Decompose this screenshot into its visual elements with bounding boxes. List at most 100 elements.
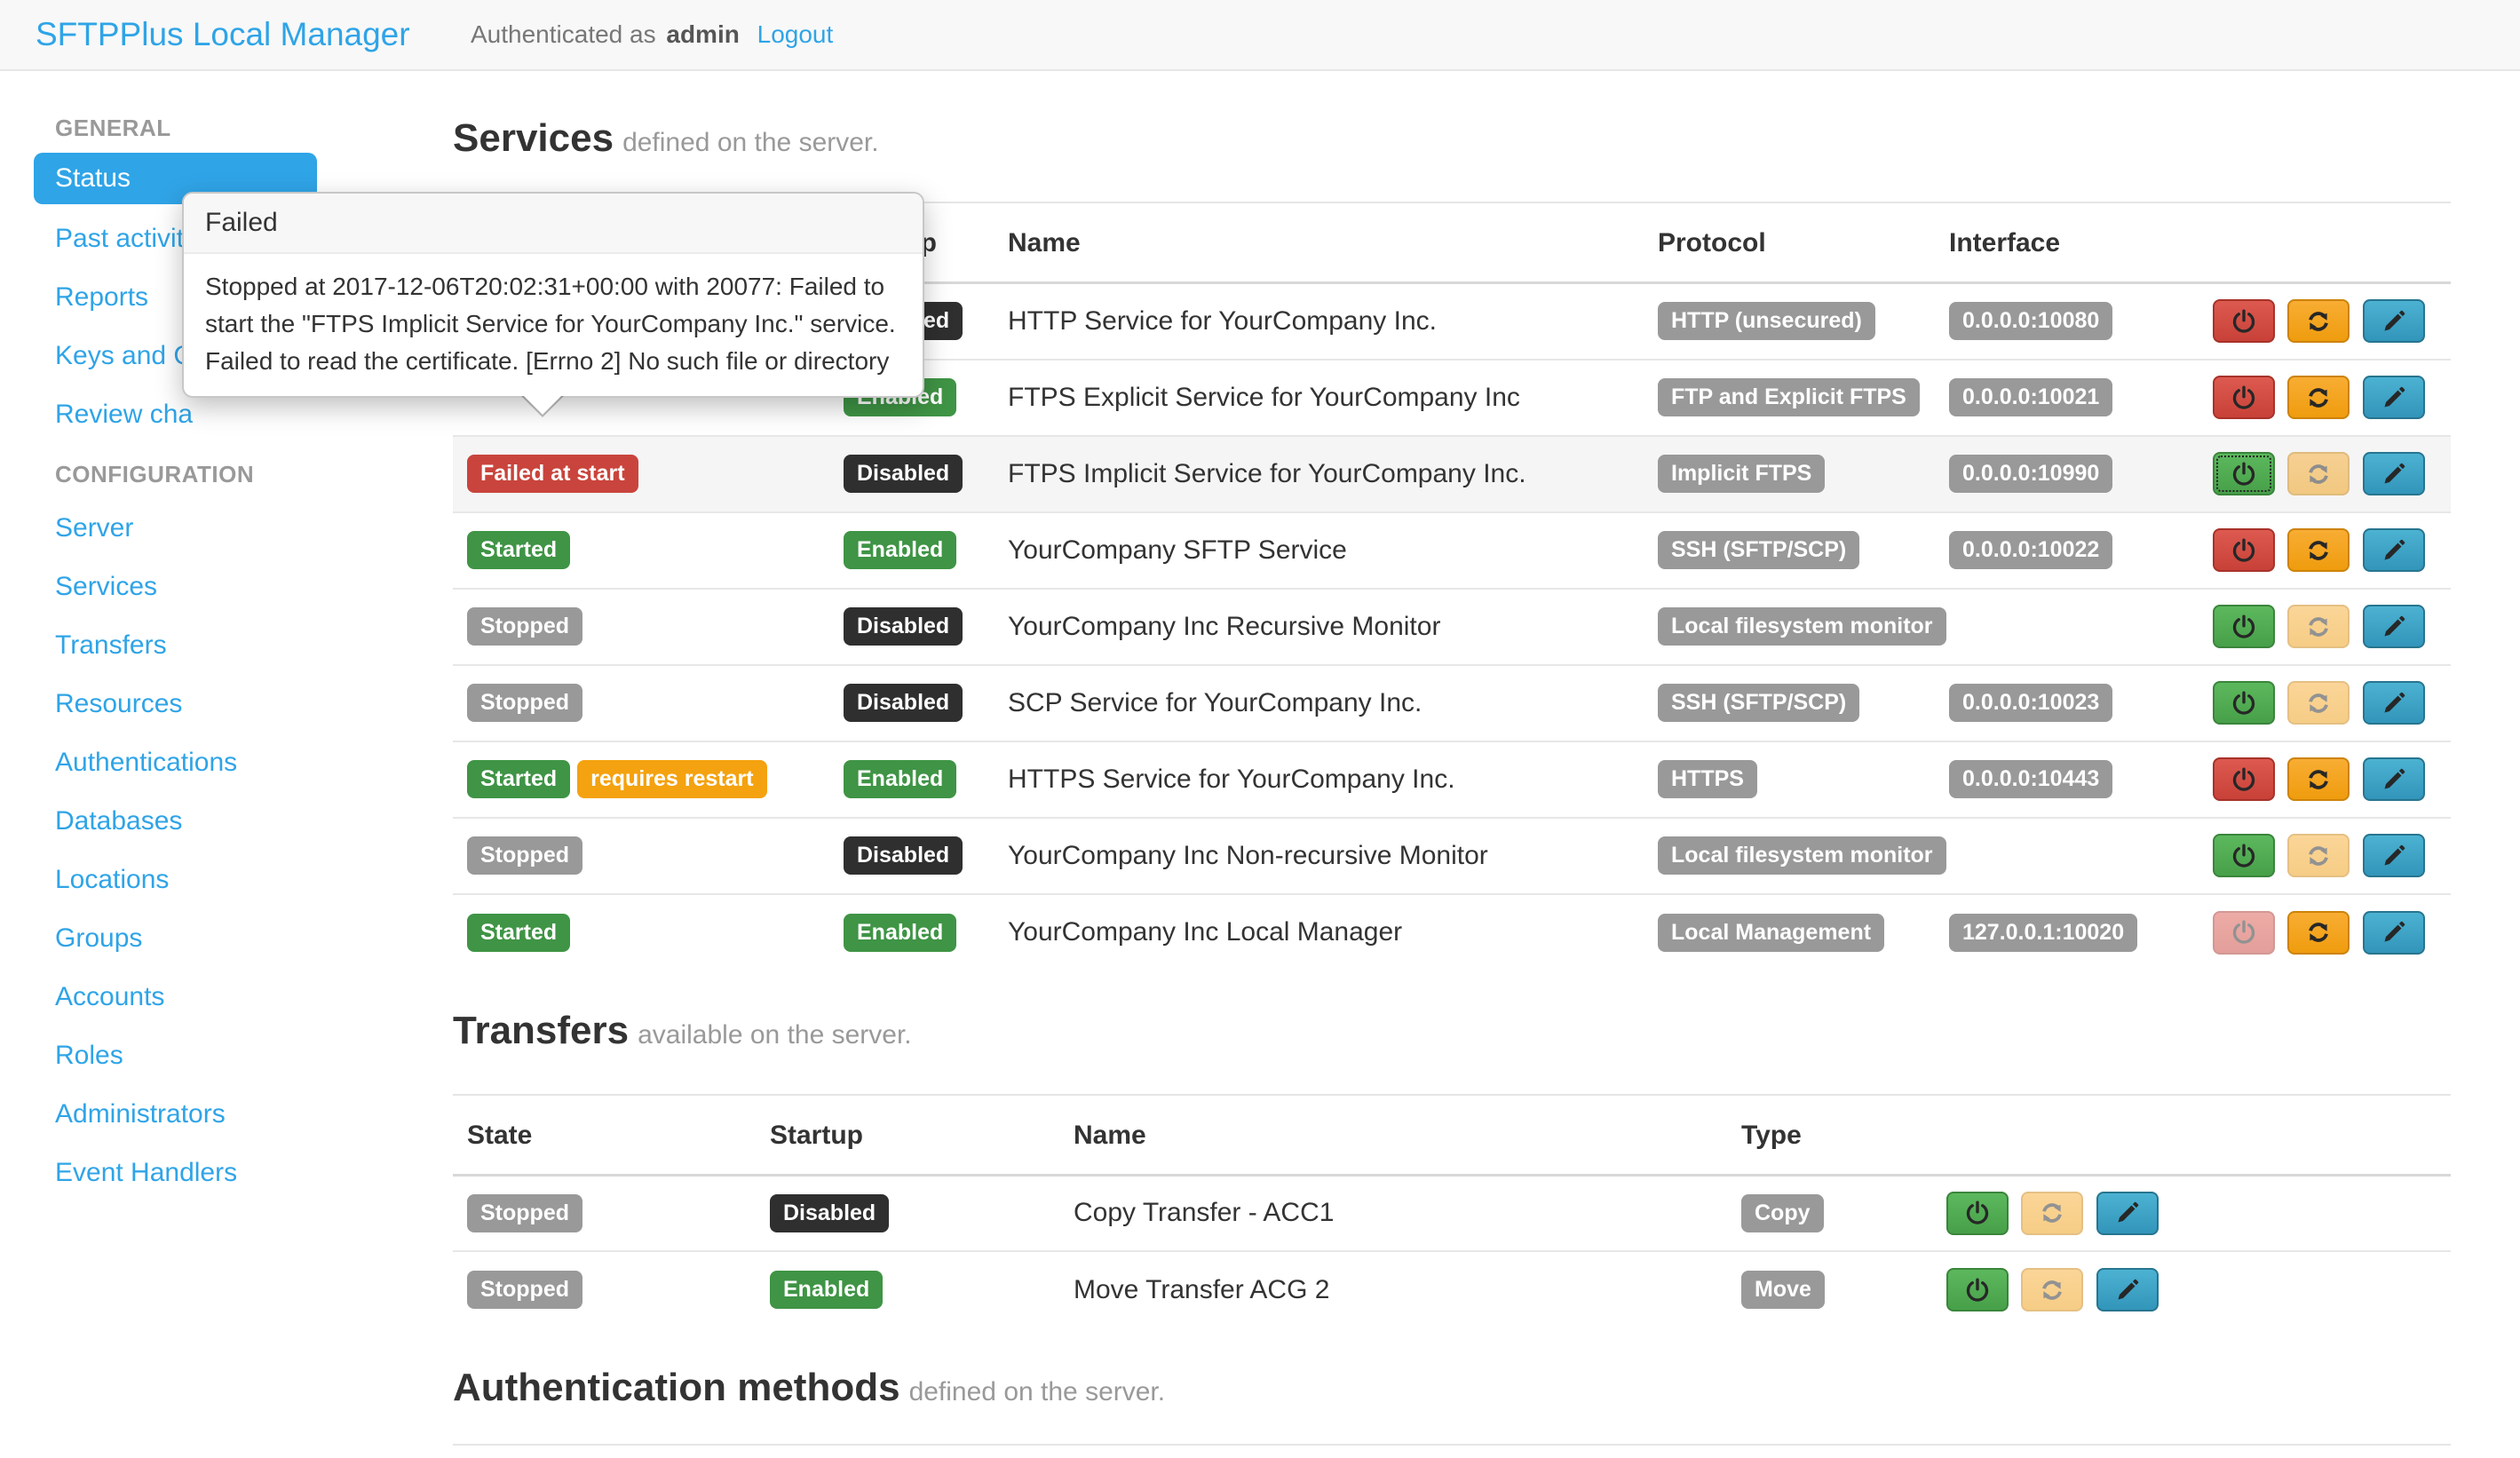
state-badge: Failed at start <box>467 455 638 493</box>
logout-link[interactable]: Logout <box>757 20 834 48</box>
pencil-icon <box>2384 615 2405 636</box>
divider <box>453 202 2451 203</box>
power-button[interactable] <box>1946 1191 2009 1235</box>
power-button[interactable] <box>2213 910 2275 955</box>
power-button[interactable] <box>2213 376 2275 419</box>
state-extra-badge: requires restart <box>577 760 767 798</box>
restart-button[interactable] <box>2287 376 2350 419</box>
edit-button[interactable] <box>2362 834 2425 877</box>
service-row: Stopped Disabled YourCompany Inc Non-rec… <box>453 816 2451 894</box>
restart-button[interactable] <box>2287 452 2350 495</box>
power-button[interactable] <box>2213 605 2275 648</box>
refresh-icon <box>2309 923 2329 942</box>
protocol-badge: Implicit FTPS <box>1658 455 1826 493</box>
sidebar-item[interactable]: Roles <box>55 1041 123 1070</box>
transfer-row: Stopped Disabled Copy Transfer - ACC1 Co… <box>453 1174 2451 1251</box>
restart-button[interactable] <box>2287 528 2350 572</box>
restart-button[interactable] <box>2287 605 2350 648</box>
protocol-badge: SSH (SFTP/SCP) <box>1658 684 1860 722</box>
power-button[interactable] <box>1946 1268 2009 1311</box>
power-button[interactable] <box>2213 452 2275 495</box>
popover-body: Stopped at 2017-12-06T20:02:31+00:00 wit… <box>205 273 896 375</box>
type-badge: Move <box>1741 1271 1825 1309</box>
sidebar-item[interactable]: Administrators <box>55 1099 226 1129</box>
startup-badge: Enabled <box>844 913 957 952</box>
startup-badge: Disabled <box>844 607 963 646</box>
refresh-icon <box>2042 1280 2063 1300</box>
startup-badge: Disabled <box>770 1193 890 1232</box>
sidebar-item[interactable]: Accounts <box>55 982 165 1011</box>
pencil-icon <box>2384 692 2405 712</box>
edit-button[interactable] <box>2362 528 2425 572</box>
refresh-icon <box>2309 387 2329 408</box>
refresh-icon <box>2309 540 2329 560</box>
edit-button[interactable] <box>2362 452 2425 495</box>
popover-arrow <box>521 395 564 417</box>
edit-button[interactable] <box>2096 1268 2159 1311</box>
power-button[interactable] <box>2213 299 2275 344</box>
service-name: YourCompany Inc Local Manager <box>1008 892 1658 971</box>
sidebar-item[interactable]: Reports <box>55 282 149 312</box>
sidebar-item[interactable]: Authentications <box>55 748 238 777</box>
startup-badge: Enabled <box>844 531 957 569</box>
sidebar-item[interactable]: Locations <box>55 865 170 894</box>
column-header-state: State <box>453 1095 770 1177</box>
state-badge: Stopped <box>467 684 582 722</box>
sidebar-item[interactable]: Past activity <box>55 224 198 253</box>
restart-button[interactable] <box>2287 757 2350 801</box>
power-icon <box>2232 690 2255 715</box>
edit-button[interactable] <box>2362 605 2425 648</box>
refresh-icon <box>2309 769 2329 789</box>
startup-badge: Disabled <box>844 455 963 493</box>
restart-button[interactable] <box>2287 681 2350 725</box>
transfers-heading: Transfers available on the server. <box>453 1008 912 1052</box>
service-name: YourCompany Inc Non-recursive Monitor <box>1008 816 1658 894</box>
sidebar: GENERAL Status Past activity Reports Key… <box>0 71 450 1202</box>
pencil-icon <box>2384 386 2405 407</box>
sidebar-item[interactable]: Review cha <box>55 400 194 429</box>
power-button[interactable] <box>2213 834 2275 877</box>
restart-button[interactable] <box>2021 1191 2084 1235</box>
edit-button[interactable] <box>2362 681 2425 725</box>
restart-button[interactable] <box>2287 910 2350 955</box>
restart-button[interactable] <box>2021 1268 2084 1311</box>
restart-button[interactable] <box>2287 834 2350 877</box>
transfer-name: Move Transfer ACG 2 <box>1074 1250 1741 1327</box>
column-header-protocol: Protocol <box>1658 203 1949 284</box>
column-header-name: Name <box>1074 1095 1741 1177</box>
sidebar-item[interactable]: Resources <box>55 689 183 718</box>
pencil-icon <box>2384 463 2405 483</box>
power-button[interactable] <box>2213 528 2275 572</box>
column-header-startup: Startup <box>770 1095 1074 1177</box>
restart-button[interactable] <box>2287 299 2350 344</box>
power-button[interactable] <box>2213 681 2275 725</box>
failed-status-popover: Failed Stopped at 2017-12-06T20:02:31+00… <box>182 192 924 417</box>
edit-button[interactable] <box>2362 299 2425 344</box>
service-row: Stopped Disabled YourCompany Inc Recursi… <box>453 587 2451 665</box>
startup-badge: Disabled <box>844 836 963 875</box>
service-row: Started requires restart Enabled HTTPS Se… <box>453 740 2451 818</box>
auth-status: Authenticated as admin Logout <box>471 0 833 69</box>
transfers-table: State Startup Name Type Stopped Disabled… <box>453 1095 2451 1327</box>
sidebar-item[interactable]: Event Handlers <box>55 1158 238 1187</box>
edit-button[interactable] <box>2096 1191 2159 1235</box>
sidebar-item[interactable]: Keys and C <box>55 341 194 370</box>
protocol-badge: HTTPS <box>1658 760 1757 798</box>
refresh-icon <box>2042 1203 2063 1224</box>
service-name: FTPS Explicit Service for YourCompany In… <box>1008 358 1658 436</box>
refresh-icon <box>2309 693 2329 713</box>
power-icon <box>2232 537 2255 562</box>
sidebar-item[interactable]: Services <box>55 572 158 601</box>
edit-button[interactable] <box>2362 910 2425 955</box>
sidebar-item[interactable]: Databases <box>55 806 183 836</box>
power-button[interactable] <box>2213 757 2275 801</box>
transfers-subtitle: available on the server. <box>638 1019 912 1050</box>
edit-button[interactable] <box>2362 376 2425 419</box>
sidebar-item[interactable]: Transfers <box>55 630 167 660</box>
pencil-icon <box>2384 844 2405 865</box>
sidebar-item[interactable]: Server <box>55 513 134 543</box>
edit-button[interactable] <box>2362 757 2425 801</box>
sidebar-item[interactable]: Groups <box>55 923 143 953</box>
app-brand[interactable]: SFTPPlus Local Manager <box>36 16 410 52</box>
